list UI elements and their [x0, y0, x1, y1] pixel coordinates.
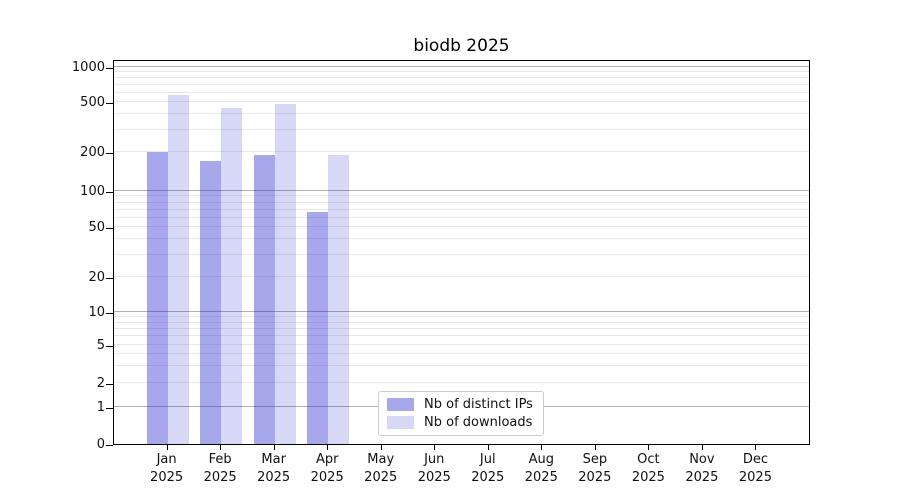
grid-line-minor — [114, 84, 809, 86]
legend-entry: Nb of distinct IPs — [387, 397, 533, 412]
bar-distinct-ips — [200, 161, 222, 444]
grid-line-minor — [114, 101, 809, 102]
y-axis-tick-label: 200 — [80, 145, 105, 160]
x-tick-mark — [166, 445, 168, 450]
legend-entry: Nb of downloads — [387, 415, 533, 430]
bar-distinct-ips — [253, 155, 275, 444]
legend-label: Nb of downloads — [424, 415, 533, 430]
y-tick-mark — [106, 228, 113, 229]
x-tick-mark — [594, 445, 596, 450]
x-axis-tick-label: Nov 2025 — [685, 452, 719, 485]
y-tick-mark — [106, 68, 113, 69]
grid-line-minor — [114, 327, 809, 329]
grid-line-minor — [114, 71, 809, 73]
y-tick-mark — [106, 278, 113, 279]
grid-line-minor — [114, 128, 809, 130]
grid-line-minor — [114, 195, 809, 197]
y-axis-tick-label: 5 — [96, 338, 105, 353]
x-axis-tick-label: Feb 2025 — [203, 452, 237, 485]
plot-area — [113, 60, 810, 445]
x-tick-mark — [487, 445, 489, 450]
legend-swatch-distinct-ips — [387, 398, 414, 411]
y-axis-tick-label: 0 — [96, 437, 105, 452]
x-tick-mark — [380, 445, 382, 450]
x-axis-tick-label: Oct 2025 — [631, 452, 665, 485]
grid-line-minor — [114, 208, 809, 210]
grid-line-minor — [114, 91, 809, 93]
y-axis-tick-label: 1 — [96, 400, 105, 415]
x-axis-tick-label: May 2025 — [364, 452, 398, 485]
x-tick-mark — [434, 445, 436, 450]
grid-line-minor — [114, 238, 809, 240]
bar-downloads — [274, 104, 296, 444]
x-axis-tick-label: Jul 2025 — [471, 452, 505, 485]
legend-swatch-downloads — [387, 416, 414, 429]
x-axis-tick-label: Aug 2025 — [524, 452, 558, 485]
grid-line-minor — [114, 201, 809, 203]
grid-line-minor — [114, 321, 809, 323]
grid-line-minor — [114, 151, 809, 152]
y-axis-tick-label: 10 — [88, 305, 105, 320]
y-axis-tick-label: 2 — [96, 376, 105, 391]
y-tick-mark — [106, 103, 113, 104]
grid-line-minor — [114, 113, 809, 115]
x-axis-tick-label: Jan 2025 — [150, 452, 184, 485]
x-tick-mark — [273, 445, 275, 450]
grid-line-minor — [114, 77, 809, 79]
y-axis-tick-label: 500 — [80, 95, 105, 110]
y-tick-mark — [106, 384, 113, 385]
y-axis-tick-label: 1000 — [71, 60, 105, 75]
x-axis-tick-label: Apr 2025 — [310, 452, 344, 485]
y-tick-mark — [106, 192, 113, 193]
grid-line-minor — [114, 335, 809, 337]
x-axis-tick-label: Sep 2025 — [578, 452, 612, 485]
y-tick-mark — [106, 346, 113, 347]
y-axis-tick-label: 20 — [88, 270, 105, 285]
grid-line-minor — [114, 316, 809, 318]
bar-downloads — [221, 108, 243, 444]
legend: Nb of distinct IPs Nb of downloads — [378, 391, 544, 436]
y-tick-mark — [106, 408, 113, 409]
bar-distinct-ips — [146, 152, 168, 444]
x-tick-mark — [755, 445, 757, 450]
x-axis-tick-label: Dec 2025 — [738, 452, 772, 485]
grid-line-minor — [114, 344, 809, 345]
x-tick-mark — [541, 445, 543, 450]
y-tick-mark — [106, 153, 113, 154]
x-axis-tick-label: Mar 2025 — [257, 452, 291, 485]
bar-downloads — [167, 95, 189, 444]
bar-distinct-ips — [307, 211, 329, 444]
x-tick-mark — [220, 445, 222, 450]
grid-line-minor — [114, 253, 809, 255]
grid-line-minor — [114, 276, 809, 277]
grid-line-major — [114, 311, 809, 312]
grid-line-major — [114, 190, 809, 191]
grid-line-minor — [114, 226, 809, 227]
grid-line-minor — [114, 353, 809, 355]
y-tick-mark — [106, 445, 113, 446]
legend-label: Nb of distinct IPs — [424, 397, 533, 412]
chart-title: biodb 2025 — [413, 36, 510, 56]
grid-line-minor — [114, 216, 809, 218]
bar-downloads — [328, 155, 350, 444]
x-tick-mark — [327, 445, 329, 450]
x-axis-tick-label: Jun 2025 — [417, 452, 451, 485]
y-tick-mark — [106, 313, 113, 314]
x-tick-mark — [648, 445, 650, 450]
grid-line-major — [114, 66, 809, 67]
grid-line-minor — [114, 365, 809, 367]
y-axis-tick-label: 50 — [88, 220, 105, 235]
x-tick-mark — [701, 445, 703, 450]
y-axis-tick-label: 100 — [80, 184, 105, 199]
grid-line-minor — [114, 382, 809, 383]
